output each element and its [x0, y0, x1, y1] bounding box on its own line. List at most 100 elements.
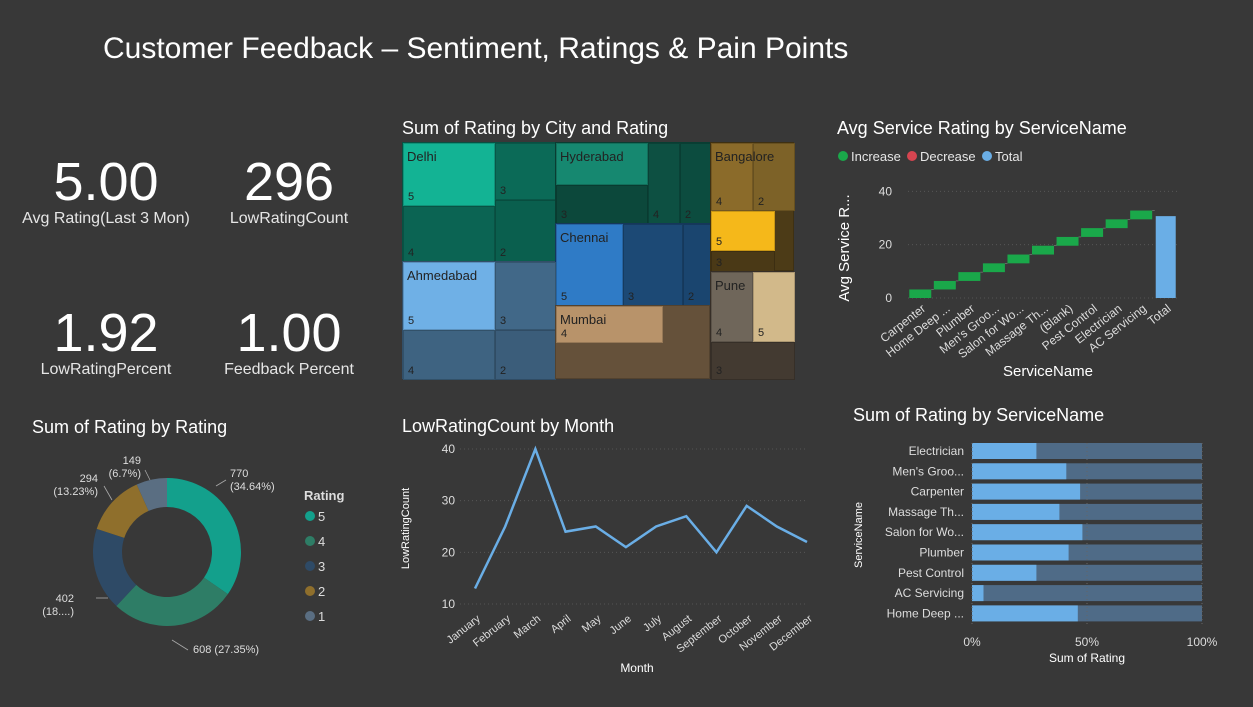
treemap-cell[interactable]: 5 — [711, 211, 775, 251]
bar[interactable] — [972, 564, 1037, 581]
treemap-city-hyderabad[interactable]: 4 2 3 Hyderabad — [555, 142, 711, 224]
treemap-cell[interactable]: 4 — [711, 143, 753, 211]
y-tick-label: 40 — [442, 442, 456, 456]
treemap-city-ahmedabad[interactable]: 5 3 4 2 Ahmedabad — [402, 261, 556, 380]
x-tick-label: April — [549, 613, 574, 636]
bar[interactable] — [972, 443, 1037, 459]
treemap-cell[interactable]: 5 — [556, 224, 623, 306]
y-tick-label: Plumber — [919, 546, 964, 560]
treemap-city-label: Bangalore — [715, 149, 775, 164]
x-tick-label: May — [580, 613, 604, 636]
treemap-cell[interactable]: 4 — [648, 143, 680, 224]
line-point[interactable] — [745, 504, 749, 508]
treemap-cell[interactable]: 3 — [711, 251, 775, 272]
treemap-cell[interactable]: 4 — [556, 306, 663, 343]
y-tick-label: 10 — [442, 597, 456, 611]
bar-chart[interactable]: Electrician Men's Groo... Carpenter Massage… — [840, 430, 1240, 675]
treemap-cell[interactable]: 2 — [680, 143, 711, 224]
treemap-chart[interactable]: 5 3 4 2 Delhi 4 2 3 Hyderabad 5 3 2 Chennai 5 3 4 2 Ahmed… — [402, 142, 795, 380]
treemap-cell[interactable]: 5 — [403, 143, 495, 206]
donut-slice[interactable] — [136, 478, 167, 511]
bar[interactable] — [972, 483, 1081, 500]
x-axis-label: Month — [620, 661, 653, 675]
line-point[interactable] — [503, 525, 507, 529]
treemap-city-chennai[interactable]: 5 3 2 Chennai — [555, 223, 711, 306]
kpi-avg-rating[interactable]: 5.00 Avg Rating(Last 3 Mon) — [11, 154, 201, 228]
line-point[interactable] — [533, 447, 537, 451]
line-point[interactable] — [654, 525, 658, 529]
waterfall-bar[interactable] — [958, 272, 981, 281]
treemap-cell-rating: 5 — [716, 236, 723, 248]
kpi-feedback-percent[interactable]: 1.00 Feedback Percent — [194, 305, 384, 379]
waterfall-bar[interactable] — [1007, 254, 1030, 264]
treemap-cell[interactable]: 5 — [403, 262, 495, 330]
bar[interactable] — [972, 503, 1060, 520]
treemap-city-delhi[interactable]: 5 3 4 2 Delhi — [402, 142, 556, 262]
treemap-cell[interactable]: 2 — [495, 330, 556, 380]
donut-slice[interactable] — [96, 484, 149, 538]
donut-slice[interactable] — [93, 528, 137, 606]
treemap-city-mumbai[interactable]: 4 Mumbai — [555, 305, 710, 379]
treemap-city-label: Hyderabad — [560, 149, 624, 164]
treemap-cell[interactable]: 2 — [753, 143, 795, 211]
treemap-cell-rating: 4 — [408, 365, 415, 377]
waterfall-bar[interactable] — [1105, 219, 1128, 229]
treemap-cell[interactable]: 2 — [495, 200, 556, 262]
treemap-cell-rating: 3 — [716, 365, 723, 377]
line-point[interactable] — [714, 550, 718, 554]
waterfall-chart[interactable]: Increase Decrease Total 0 20 40 Avg Service R.… — [830, 140, 1230, 385]
line-point[interactable] — [473, 587, 477, 591]
treemap-city-pune[interactable]: 4 5 3 Pune — [710, 271, 795, 380]
waterfall-bar[interactable] — [1081, 228, 1104, 237]
treemap-cell[interactable]: 3 — [711, 342, 795, 380]
y-tick-label: AC Servicing — [895, 586, 964, 600]
waterfall-total-bar[interactable] — [1155, 216, 1176, 298]
bar[interactable] — [972, 605, 1078, 622]
y-tick-label: Salon for Wo... — [885, 525, 964, 539]
bar[interactable] — [972, 544, 1069, 561]
waterfall-bar[interactable] — [1130, 210, 1153, 220]
line-series[interactable] — [473, 445, 808, 590]
waterfall-bar[interactable] — [909, 289, 932, 298]
kpi-low-rating-count[interactable]: 296 LowRatingCount — [194, 154, 384, 228]
kpi-value: 1.92 — [53, 303, 159, 363]
treemap-cell-rating: 2 — [688, 291, 695, 303]
line-point[interactable] — [594, 525, 598, 529]
donut-slice[interactable] — [167, 478, 241, 595]
donut-pct-label: (34.64%) — [230, 481, 275, 493]
treemap-cell[interactable]: 4 — [403, 330, 495, 380]
treemap-cell[interactable]: 3 — [495, 262, 556, 330]
treemap-cell[interactable] — [556, 143, 648, 185]
treemap-city-bangalore[interactable]: 4 2 5 3 Bangalore — [710, 142, 795, 272]
donut-chart[interactable]: 770(34.64%) 608 (27.35%) 402(18....) 294(13… — [0, 440, 380, 700]
treemap-cell[interactable]: 3 — [623, 224, 683, 306]
treemap-cell[interactable]: 2 — [683, 224, 711, 306]
treemap-cell[interactable]: 3 — [556, 185, 648, 224]
waterfall-bar[interactable] — [982, 263, 1005, 273]
line-point[interactable] — [624, 545, 628, 549]
line-point[interactable] — [684, 514, 688, 518]
bar[interactable] — [972, 524, 1083, 541]
treemap-cell[interactable]: 4 — [711, 272, 753, 342]
treemap-cell[interactable]: 3 — [495, 143, 556, 200]
bar[interactable] — [972, 585, 984, 602]
legend-marker — [305, 586, 315, 596]
bar[interactable] — [972, 463, 1067, 480]
waterfall-bar[interactable] — [1032, 245, 1054, 255]
donut-legend-title: Rating — [304, 488, 345, 503]
line-point[interactable] — [775, 525, 779, 529]
treemap-cell[interactable]: 5 — [753, 272, 795, 342]
treemap-city-label: Mumbai — [560, 312, 607, 327]
kpi-low-rating-percent[interactable]: 1.92 LowRatingPercent — [11, 305, 201, 379]
waterfall-bar[interactable] — [933, 280, 956, 290]
line-point[interactable] — [564, 530, 568, 534]
donut-title: Sum of Rating by Rating — [32, 417, 228, 437]
y-tick-label: Pest Control — [898, 566, 964, 580]
treemap-cell[interactable]: 4 — [403, 206, 495, 262]
donut-pct-label: (13.23%) — [53, 486, 98, 498]
legend-label: Total — [995, 149, 1023, 164]
line-point[interactable] — [805, 540, 809, 544]
donut-slice[interactable] — [116, 577, 228, 626]
waterfall-bar[interactable] — [1056, 236, 1079, 246]
